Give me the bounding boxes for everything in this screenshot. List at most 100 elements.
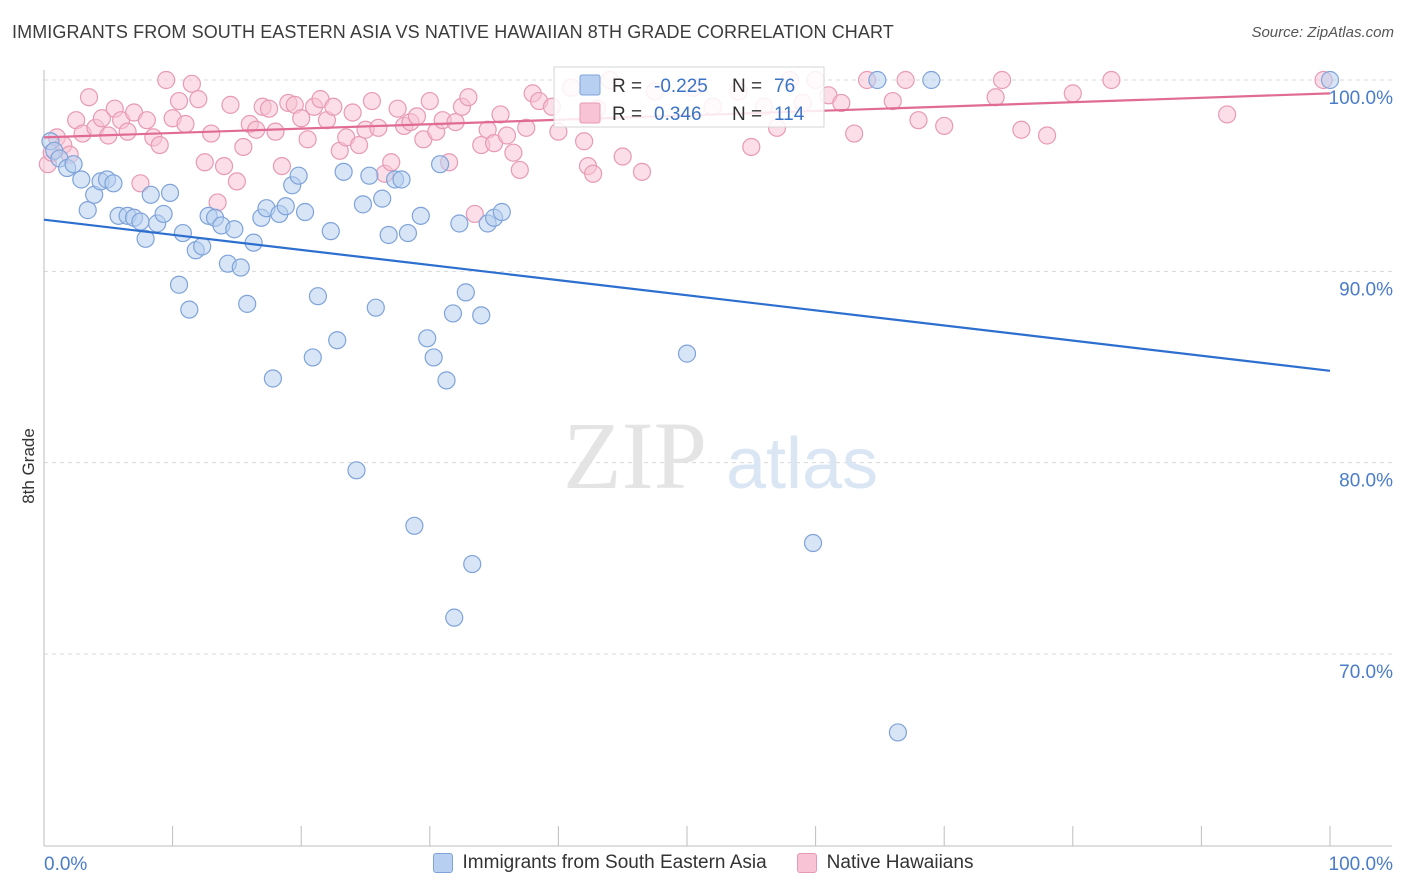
pink-point [343,103,362,122]
y-tick-label: 90.0% [1339,279,1393,300]
blue-point [472,306,491,325]
pink-point [1012,120,1031,139]
blue-point [193,237,212,256]
stats-blue-r-value: -0.225 [654,76,708,97]
legend-item-pink[interactable]: Native Hawaiians [796,852,973,874]
blue-point [231,258,250,277]
pink-point [118,122,137,141]
pink-point [1218,105,1237,124]
stats-blue-n-label: N = [732,76,762,97]
blue-point [373,189,392,208]
pink-point [420,91,439,111]
stats-box: R = -0.225 N = 76 R = 0.346 N = 114 [553,66,825,128]
tick-labels: 100.0% 90.0% 80.0% 70.0% 0.0% 100.0% [44,88,1393,875]
pink-point [388,99,407,118]
pink-point [259,99,279,118]
blue-point [492,202,511,222]
blue-point [803,533,823,553]
blue-point [289,166,308,185]
pink-point [272,157,292,176]
blue-point [180,300,199,319]
pink-point [382,153,401,172]
pink-point [202,124,221,143]
blue-point [169,275,189,294]
pink-point [935,116,954,136]
blue-point [136,229,155,248]
blue-point [443,304,463,323]
pink-point [986,88,1005,107]
blue-point [450,214,469,233]
pink-point [92,109,111,128]
pink-point [195,153,214,172]
stats-blue-n-value: 76 [774,76,795,97]
pink-point [182,74,201,93]
blue-point [308,287,328,306]
legend-item-blue[interactable]: Immigrants from South Eastern Asia [432,852,767,874]
stats-pink-r-label: R = [612,104,642,125]
pink-point [79,88,99,107]
pink-point [137,111,156,130]
pink-point [349,135,369,155]
blue-point [463,554,482,574]
blue-point [398,223,418,243]
blue-point [72,170,91,189]
blue-point [888,723,908,742]
y-tick-label: 100.0% [1329,88,1394,109]
axes [43,70,1392,847]
x-tick-label: 0.0% [44,854,87,875]
blue-point [78,201,97,220]
blue-point [366,298,385,317]
blue-point [64,155,83,174]
blue-point [411,206,430,225]
pink-point [465,204,484,224]
stats-pink-n-value: 114 [774,104,805,125]
pink-point [150,135,169,155]
y-tick-label: 80.0% [1339,471,1393,492]
legend-blue-label: Immigrants from South Eastern Asia [462,852,767,873]
pink-point [176,114,195,134]
pink-point [324,97,343,116]
watermark-atlas: atlas [726,424,878,504]
pink-point [992,70,1012,90]
blue-point [104,174,123,193]
blue-trend-line [43,218,1331,372]
pink-point [584,164,603,183]
blue-point [430,155,450,174]
blue-point [303,348,322,367]
stats-pink-swatch [579,102,601,124]
pink-point [1102,70,1121,90]
pink-point [742,137,761,157]
y-axis-label: 8th Grade [19,428,38,504]
stats-pink-n-label: N = [732,104,762,125]
stats-blue-r-label: R = [612,76,642,97]
blue-point [437,371,456,390]
blue-point [405,516,424,535]
blue-point [295,202,315,222]
blue-point [922,70,941,90]
gridlines [44,79,1392,655]
pink-point [157,70,176,90]
blue-point [418,329,437,348]
pink-point [214,157,234,176]
blue-point [1320,70,1340,90]
blue-point [360,166,379,185]
blue-point [677,344,697,363]
pink-point [227,172,246,191]
stats-blue-swatch [579,74,601,96]
source-credit: Source: ZipAtlas.com [1251,24,1394,41]
pink-point [1063,84,1082,103]
legend-pink-swatch [796,853,817,873]
pink-point [298,130,317,149]
blue-point [424,348,443,367]
blue-point [276,197,295,216]
pink-point [169,91,189,111]
pink-point [613,147,632,166]
blue-point [328,331,347,350]
legend-blue-swatch [432,853,453,873]
legend: Immigrants from South Eastern Asia Nativ… [0,852,1406,874]
pink-point [459,88,478,107]
pink-point [504,143,523,162]
blue-point [225,220,244,239]
blue-point [173,223,192,243]
pink-point [510,160,529,180]
